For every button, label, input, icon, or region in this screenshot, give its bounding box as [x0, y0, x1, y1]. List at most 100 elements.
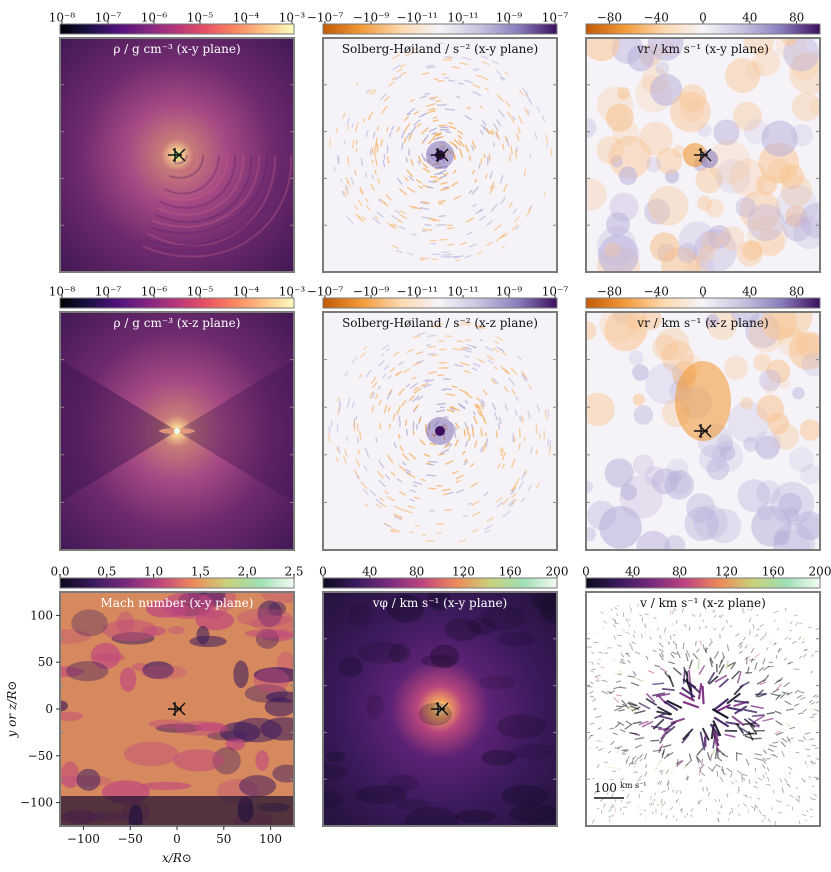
- colorbar-tick-label: 120: [452, 565, 475, 579]
- x-tick-label: 0: [173, 832, 181, 846]
- plot-image-solberg-hoiland-xy: [323, 38, 557, 272]
- colorbar-velocity-vectors-xz: 0 40 80 120 160 200: [582, 565, 831, 589]
- colorbar-gradient: [585, 577, 821, 589]
- colorbar-tick-label: −10⁻⁷: [307, 11, 344, 25]
- colorbar-tick-label: 10⁻⁹: [496, 285, 523, 299]
- colorbar-tick-label: 40: [362, 565, 377, 579]
- colorbar-tick-label: −10⁻¹¹: [396, 285, 437, 299]
- colorbar-azimuthal-velocity-xy: 0 40 80 120 160 200: [319, 565, 568, 589]
- cross-marker: [435, 702, 449, 716]
- plot-frame: [585, 311, 821, 551]
- y-tick-label: −50: [28, 749, 53, 763]
- colorbar-gradient: [322, 23, 558, 35]
- colorbar-tick-label: −80: [597, 285, 622, 299]
- colorbar-gradient: [59, 23, 295, 35]
- panel-title: vr / km s⁻¹ (x-y plane): [636, 42, 769, 56]
- colorbar-tick-label: 10⁻⁵: [187, 11, 214, 25]
- x-tick-label: 50: [216, 832, 231, 846]
- scale-bar-unit: km s⁻¹: [620, 781, 647, 790]
- colorbar-tick-label: −10⁻⁹: [353, 285, 390, 299]
- cross-marker: [172, 702, 186, 716]
- colorbar-tick-label: 0: [582, 565, 590, 579]
- colorbar-tick-label: 10⁻⁸: [49, 11, 76, 25]
- colorbar-tick-label: 80: [409, 565, 424, 579]
- cross-marker: [698, 148, 712, 162]
- plot-image-radial-velocity-xz: [586, 312, 820, 550]
- colorbar-solberg-hoiland-xz: −10⁻⁷ −10⁻⁹ −10⁻¹¹ 10⁻¹¹ 10⁻⁹ 10⁻⁷: [307, 285, 569, 309]
- x-tick-label: 100: [259, 832, 282, 846]
- cross-marker: [172, 148, 186, 162]
- panel-title: Mach number (x-y plane): [101, 596, 254, 610]
- colorbar-radial-velocity-xz: −80 −40 0 40 80: [585, 285, 821, 309]
- colorbar-tick-label: 1.0: [144, 565, 163, 579]
- y-tick-label: 50: [38, 655, 53, 669]
- colorbar-tick-label: 0.5: [97, 565, 116, 579]
- colorbar-tick-label: 10⁻¹¹: [447, 11, 478, 25]
- colorbar-tick-label: −40: [644, 11, 669, 25]
- colorbar-tick-label: 10⁻³: [279, 285, 306, 299]
- colorbar-tick-label: 0: [699, 11, 707, 25]
- colorbar-tick-label: −10⁻¹¹: [396, 11, 437, 25]
- panel-title: ρ / g cm⁻³ (x-z plane): [114, 316, 241, 330]
- colorbar-tick-label: 0: [319, 565, 327, 579]
- colorbar-solberg-hoiland-xy: −10⁻⁷ −10⁻⁹ −10⁻¹¹ 10⁻¹¹ 10⁻⁹ 10⁻⁷: [307, 11, 569, 35]
- panel-density-xy: 10⁻⁸ 10⁻⁷ 10⁻⁶ 10⁻⁵ 10⁻⁴ 10⁻³ ρ / g cm⁻³ (x-y …: [49, 11, 306, 273]
- colorbar-tick-label: 10⁻⁴: [233, 11, 260, 25]
- colorbar-tick-label: 200: [546, 565, 569, 579]
- x-tick-label: −50: [118, 832, 143, 846]
- plot-image-velocity-vectors-xz: [586, 592, 820, 826]
- colorbar-tick-label: 2.0: [238, 565, 257, 579]
- colorbar-gradient: [59, 297, 295, 309]
- colorbar-tick-label: 1.5: [191, 565, 210, 579]
- colorbar-tick-label: 80: [789, 11, 804, 25]
- colorbar-gradient: [322, 297, 558, 309]
- colorbar-tick-label: −40: [644, 285, 669, 299]
- panel-density-xz: 10⁻⁸ 10⁻⁷ 10⁻⁶ 10⁻⁵ 10⁻⁴ 10⁻³ ρ / g cm⁻³ (x-z …: [49, 285, 306, 551]
- plot-image-solberg-hoiland-xz: [323, 312, 557, 550]
- colorbar-tick-label: 200: [809, 565, 831, 579]
- colorbar-tick-label: 10⁻⁴: [233, 285, 260, 299]
- colorbar-tick-label: 10⁻⁷: [542, 285, 569, 299]
- colorbar-gradient: [322, 577, 558, 589]
- plot-frame: [322, 311, 558, 551]
- scale-bar-value: 100: [594, 781, 617, 795]
- colorbar-gradient: [585, 23, 821, 35]
- panel-title: Solberg-Høiland / s⁻² (x-y plane): [342, 42, 538, 56]
- velocity-scale-bar: 100 km s⁻¹: [594, 781, 647, 799]
- y-tick-label: −100: [20, 796, 53, 810]
- colorbar-gradient: [59, 577, 295, 589]
- colorbar-tick-label: 120: [715, 565, 738, 579]
- colorbar-tick-label: 80: [672, 565, 687, 579]
- colorbar-radial-velocity-xy: −80 −40 0 40 80: [585, 11, 821, 35]
- colorbar-density-xy: 10⁻⁸ 10⁻⁷ 10⁻⁶ 10⁻⁵ 10⁻⁴ 10⁻³: [49, 11, 306, 35]
- colorbar-tick-label: 10⁻⁷: [95, 285, 122, 299]
- colorbar-tick-label: 10⁻⁹: [496, 11, 523, 25]
- colorbar-tick-label: −10⁻⁹: [353, 11, 390, 25]
- plot-image-mach-number-xy: [60, 592, 294, 826]
- colorbar-gradient: [585, 297, 821, 309]
- panel-velocity-vectors-xz: 0 40 80 120 160 200 v / km s⁻¹ (x-z plane) 100 k…: [582, 565, 831, 827]
- colorbar-density-xz: 10⁻⁸ 10⁻⁷ 10⁻⁶ 10⁻⁵ 10⁻⁴ 10⁻³: [49, 285, 306, 309]
- plot-frame: [585, 37, 821, 273]
- plot-frame: [322, 591, 558, 827]
- panel-radial-velocity-xy: −80 −40 0 40 80 vr / km s⁻¹ (x-y plane): [585, 11, 821, 273]
- cross-marker: [435, 148, 449, 162]
- colorbar-tick-label: −10⁻⁷: [307, 285, 344, 299]
- y-axis-label: y or z/R⊙: [5, 681, 19, 739]
- colorbar-tick-label: 0.0: [50, 565, 69, 579]
- panel-title: v / km s⁻¹ (x-z plane): [639, 596, 766, 610]
- plot-image-radial-velocity-xy: [586, 38, 820, 272]
- plot-image-density-xz: [60, 312, 294, 550]
- colorbar-tick-label: 10⁻³: [279, 11, 306, 25]
- colorbar-tick-label: 160: [499, 565, 522, 579]
- colorbar-tick-label: 40: [742, 11, 757, 25]
- plot-frame: [59, 311, 295, 551]
- colorbar-tick-label: 10⁻⁷: [542, 11, 569, 25]
- colorbar-tick-label: 10⁻⁸: [49, 285, 76, 299]
- colorbar-tick-label: −80: [597, 11, 622, 25]
- colorbar-tick-label: 10⁻⁵: [187, 285, 214, 299]
- plot-frame: [322, 37, 558, 273]
- plot-image-density-xy: [60, 38, 294, 272]
- panel-title: ρ / g cm⁻³ (x-y plane): [113, 42, 240, 56]
